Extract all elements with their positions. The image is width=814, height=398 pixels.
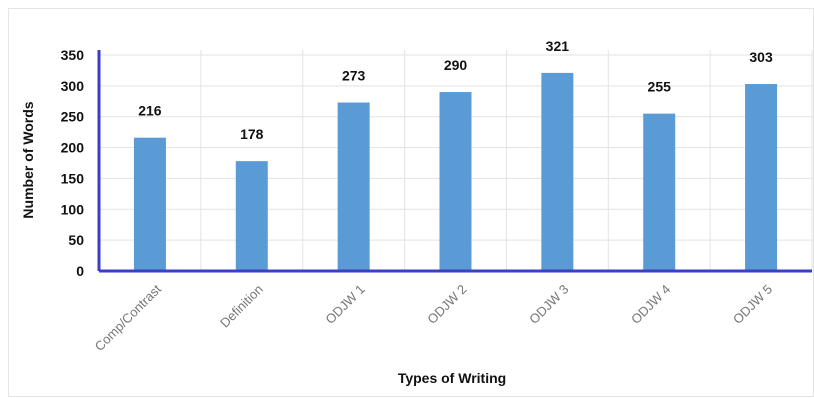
y-tick-label: 0: [76, 263, 84, 279]
y-tick-label: 300: [61, 78, 85, 94]
bar: [439, 92, 472, 272]
bar: [643, 113, 676, 271]
data-label: 216: [138, 103, 162, 119]
bar: [745, 84, 778, 272]
bar: [541, 72, 574, 271]
x-tick-label: ODJW 5: [730, 282, 775, 327]
x-tick-label: ODJW 4: [628, 282, 673, 327]
data-label: 290: [444, 57, 468, 73]
y-tick-label: 50: [68, 232, 84, 248]
y-tick-label: 150: [61, 170, 85, 186]
y-tick-label: 350: [61, 47, 85, 63]
y-tick-label: 100: [61, 201, 85, 217]
y-tick-label: 200: [61, 140, 85, 156]
y-axis-title: Number of Words: [20, 101, 36, 218]
bar: [337, 102, 370, 272]
x-tick-label: Definition: [217, 282, 266, 331]
x-tick-label: ODJW 2: [424, 282, 469, 327]
data-label: 178: [240, 126, 264, 142]
data-label: 273: [342, 68, 366, 84]
x-tick-label: ODJW 3: [526, 282, 571, 327]
data-label: 321: [546, 38, 570, 54]
x-tick-label: Comp/Contrast: [92, 281, 165, 354]
y-tick-label: 250: [61, 109, 85, 125]
bar: [235, 161, 268, 271]
x-tick-label: ODJW 1: [322, 282, 367, 327]
data-label: 255: [648, 79, 672, 95]
data-label: 303: [749, 49, 773, 65]
x-axis-title: Types of Writing: [398, 370, 506, 386]
chart-frame: [8, 8, 814, 397]
bar: [133, 137, 166, 271]
